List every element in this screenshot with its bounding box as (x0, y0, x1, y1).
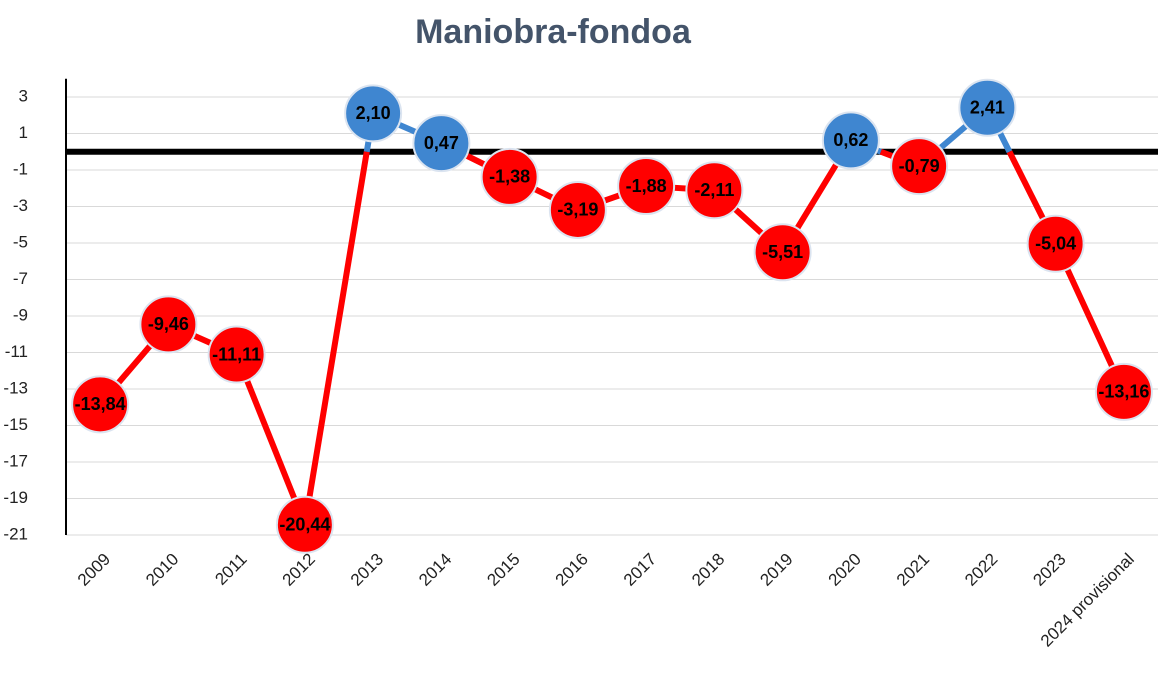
marker (1026, 214, 1085, 273)
x-tick-label: 2016 (552, 550, 592, 590)
x-tick-label: 2017 (620, 550, 660, 590)
marker (821, 111, 880, 170)
data-label: -9,46 (148, 314, 189, 334)
x-tick-label: 2010 (142, 550, 182, 590)
y-tick-label: -7 (13, 269, 28, 288)
data-label: 2,41 (970, 98, 1005, 118)
x-tick-label: 2011 (211, 550, 250, 589)
data-label: -5,04 (1035, 233, 1076, 253)
x-tick-label: 2021 (893, 550, 933, 590)
data-label: -1,88 (626, 176, 667, 196)
data-label: -5,51 (762, 242, 803, 262)
marker (71, 375, 130, 434)
data-label: -2,11 (694, 180, 734, 200)
data-label: 0,62 (833, 130, 868, 150)
x-tick-label: 2020 (825, 550, 865, 590)
y-tick-label: -13 (3, 378, 28, 397)
data-label: -11,11 (212, 344, 261, 364)
data-label: -13,84 (75, 394, 126, 414)
x-tick-label: 2018 (688, 550, 728, 590)
y-tick-label: 3 (19, 86, 28, 105)
marker (958, 78, 1017, 137)
marker (617, 157, 676, 216)
x-tick-label: 2014 (415, 550, 455, 590)
y-tick-label: -5 (13, 232, 28, 251)
data-label: 0,47 (424, 133, 459, 153)
marker (139, 295, 198, 354)
y-tick-label: -17 (3, 451, 28, 470)
data-label: -20,44 (279, 515, 330, 535)
x-tick-label: 2019 (756, 550, 796, 590)
marker (480, 147, 539, 206)
marker (207, 325, 266, 384)
data-label: 2,10 (356, 103, 391, 123)
x-tick-label: 2012 (279, 550, 319, 590)
x-tick-label: 2009 (74, 550, 114, 590)
line-segment (233, 353, 308, 526)
y-tick-label: -1 (13, 159, 28, 178)
data-label: -0,79 (899, 156, 940, 176)
chart-title: Maniobra-fondoa (415, 13, 692, 51)
y-tick-label: -3 (13, 196, 28, 215)
x-tick-label: 2015 (483, 550, 523, 590)
y-tick-label: -19 (3, 488, 28, 507)
marker (275, 495, 334, 554)
y-tick-label: 1 (19, 123, 28, 142)
marker (753, 223, 812, 282)
marker (412, 114, 471, 173)
marker (685, 161, 744, 220)
data-label: -3,19 (557, 200, 598, 220)
x-tick-label: 2022 (961, 550, 1001, 590)
marker (344, 84, 403, 143)
y-tick-label: -15 (3, 415, 28, 434)
y-tick-label: -9 (13, 305, 28, 324)
marker (548, 180, 607, 239)
line-segment (301, 151, 370, 526)
marker (1094, 362, 1153, 421)
data-label: -1,38 (489, 167, 530, 187)
data-label: -13,16 (1098, 382, 1149, 402)
y-tick-label: -21 (3, 524, 28, 543)
x-tick-label: 2013 (347, 550, 387, 590)
marker (890, 137, 949, 196)
x-tick-label: 2023 (1029, 550, 1069, 590)
y-tick-label: -11 (5, 342, 28, 361)
